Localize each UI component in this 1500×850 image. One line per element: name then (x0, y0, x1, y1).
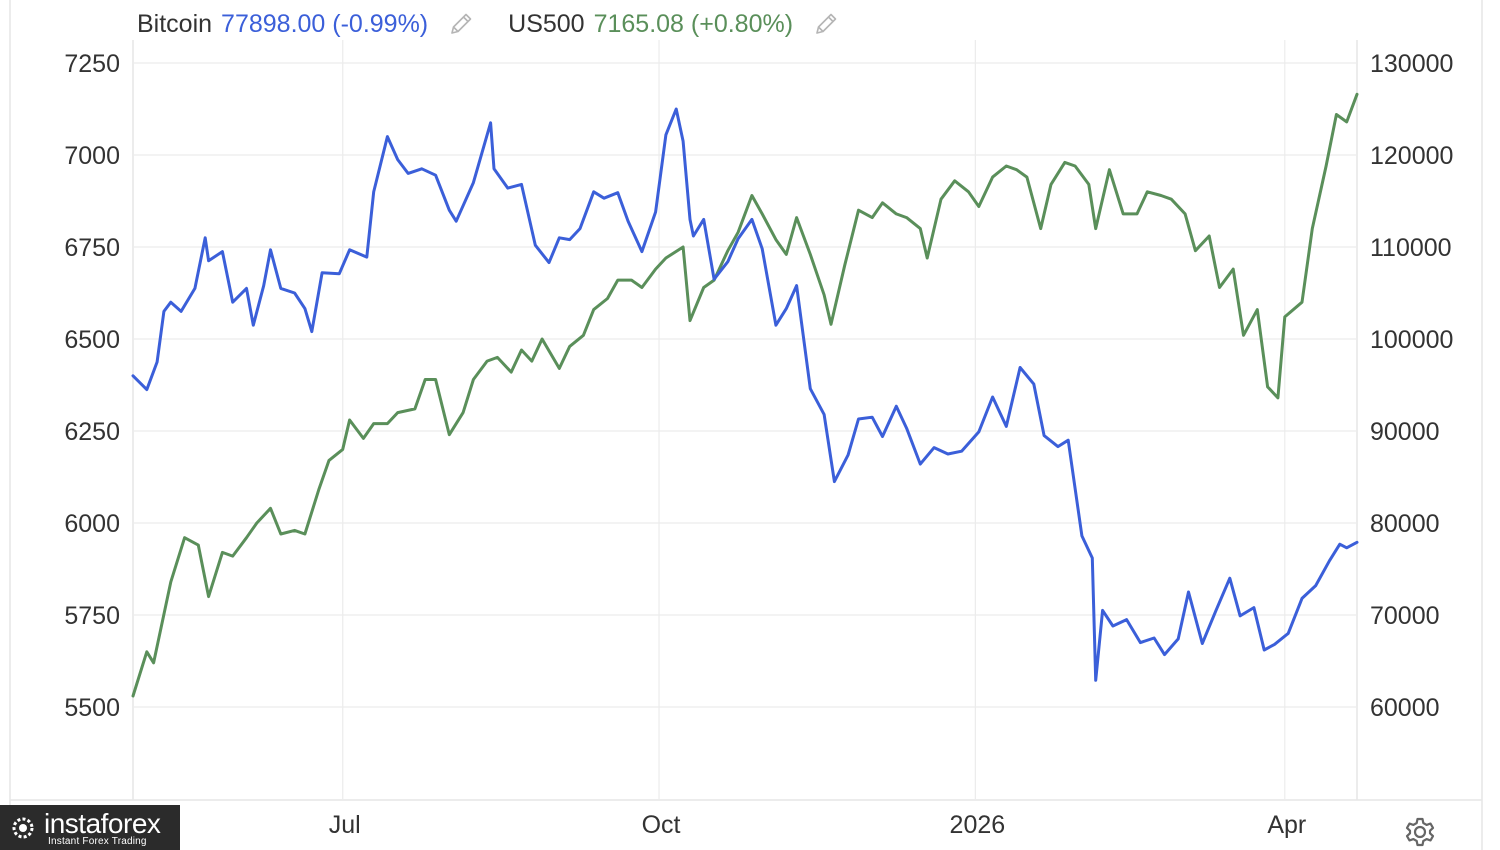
left-tick-label: 5750 (64, 602, 120, 630)
instaforex-logo (12, 817, 34, 839)
gear-icon[interactable] (1402, 814, 1438, 850)
right-tick-label: 110000 (1370, 234, 1452, 262)
right-tick-label: 130000 (1370, 50, 1453, 78)
legend: Bitcoin 77898.00 (-0.99%) US500 7165.08 … (137, 8, 873, 40)
legend-bitcoin-name[interactable]: Bitcoin (137, 9, 213, 38)
x-tick-label: Jul (329, 811, 361, 839)
x-tick-label: Apr (1267, 811, 1306, 839)
right-tick-label: 80000 (1370, 510, 1440, 538)
watermark-brand: instaforex (44, 808, 161, 839)
series-line-bitcoin[interactable] (131, 107, 1359, 682)
left-tick-label: 6000 (64, 510, 120, 538)
pencil-icon[interactable] (811, 9, 841, 39)
left-tick-label: 6750 (64, 234, 120, 262)
right-tick-label: 100000 (1370, 326, 1453, 354)
right-tick-label: 60000 (1370, 694, 1440, 722)
x-tick-label: Oct (642, 811, 681, 839)
right-tick-label: 120000 (1370, 142, 1453, 170)
axes: 5500 5750 6000 6250 6500 6750 7000 7250 60000 700… (64, 50, 1453, 839)
right-tick-label: 90000 (1370, 418, 1440, 446)
grid (9, 0, 1483, 850)
left-tick-label: 7250 (64, 50, 120, 78)
series-layer (131, 92, 1359, 698)
legend-us500-name[interactable]: US500 (508, 9, 585, 38)
series-line-us500[interactable] (131, 92, 1359, 698)
watermark-tagline: Instant Forex Trading (48, 836, 147, 847)
left-tick-label: 6250 (64, 418, 120, 446)
watermark: instaforex Instant Forex Trading (0, 805, 180, 850)
legend-us500-value: 7165.08 (+0.80%) (593, 9, 794, 38)
left-tick-label: 5500 (64, 694, 120, 722)
pencil-icon[interactable] (446, 9, 476, 39)
left-tick-label: 6500 (64, 326, 120, 354)
left-tick-label: 7000 (64, 142, 120, 170)
legend-bitcoin-value: 77898.00 (-0.99%) (221, 9, 429, 38)
x-tick-label: 2026 (950, 811, 1006, 839)
right-tick-label: 70000 (1370, 602, 1440, 630)
